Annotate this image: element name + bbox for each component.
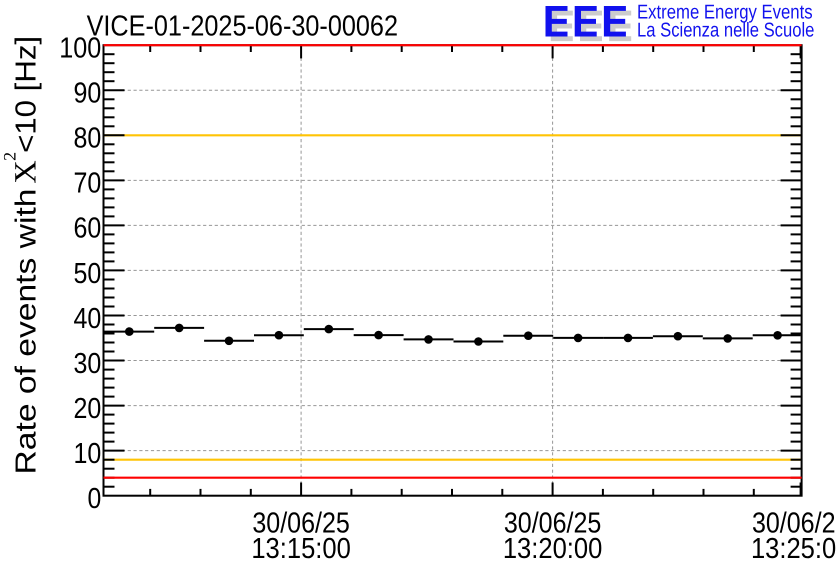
svg-text:10: 10 [74, 438, 102, 470]
svg-text:VICE-01-2025-06-30-00062: VICE-01-2025-06-30-00062 [87, 10, 398, 42]
svg-text:Extreme Energy Events: Extreme Energy Events [637, 2, 813, 24]
svg-text:2: 2 [0, 152, 19, 161]
svg-text:13:25:00: 13:25:00 [751, 533, 836, 565]
svg-text:30/06/25: 30/06/25 [752, 507, 836, 539]
svg-text:50: 50 [74, 258, 102, 290]
svg-text:Rate of events with: Rate of events with [10, 189, 42, 475]
svg-text:30/06/25: 30/06/25 [504, 507, 602, 539]
svg-text:40: 40 [74, 303, 102, 335]
svg-text:0: 0 [88, 483, 102, 515]
svg-text:90: 90 [74, 78, 102, 110]
svg-text:<10 [Hz]: <10 [Hz] [10, 36, 42, 153]
svg-text:80: 80 [74, 123, 102, 155]
svg-text:30: 30 [74, 348, 102, 380]
svg-text:100: 100 [59, 33, 101, 65]
svg-text:X: X [7, 160, 42, 184]
svg-text:30/06/25: 30/06/25 [252, 507, 350, 539]
svg-text:La Scienza nelle Scuole: La Scienza nelle Scuole [637, 19, 814, 41]
svg-text:13:20:00: 13:20:00 [503, 533, 603, 565]
svg-text:20: 20 [74, 393, 102, 425]
svg-text:70: 70 [74, 168, 102, 200]
svg-text:60: 60 [74, 213, 102, 245]
svg-text:13:15:00: 13:15:00 [251, 533, 351, 565]
